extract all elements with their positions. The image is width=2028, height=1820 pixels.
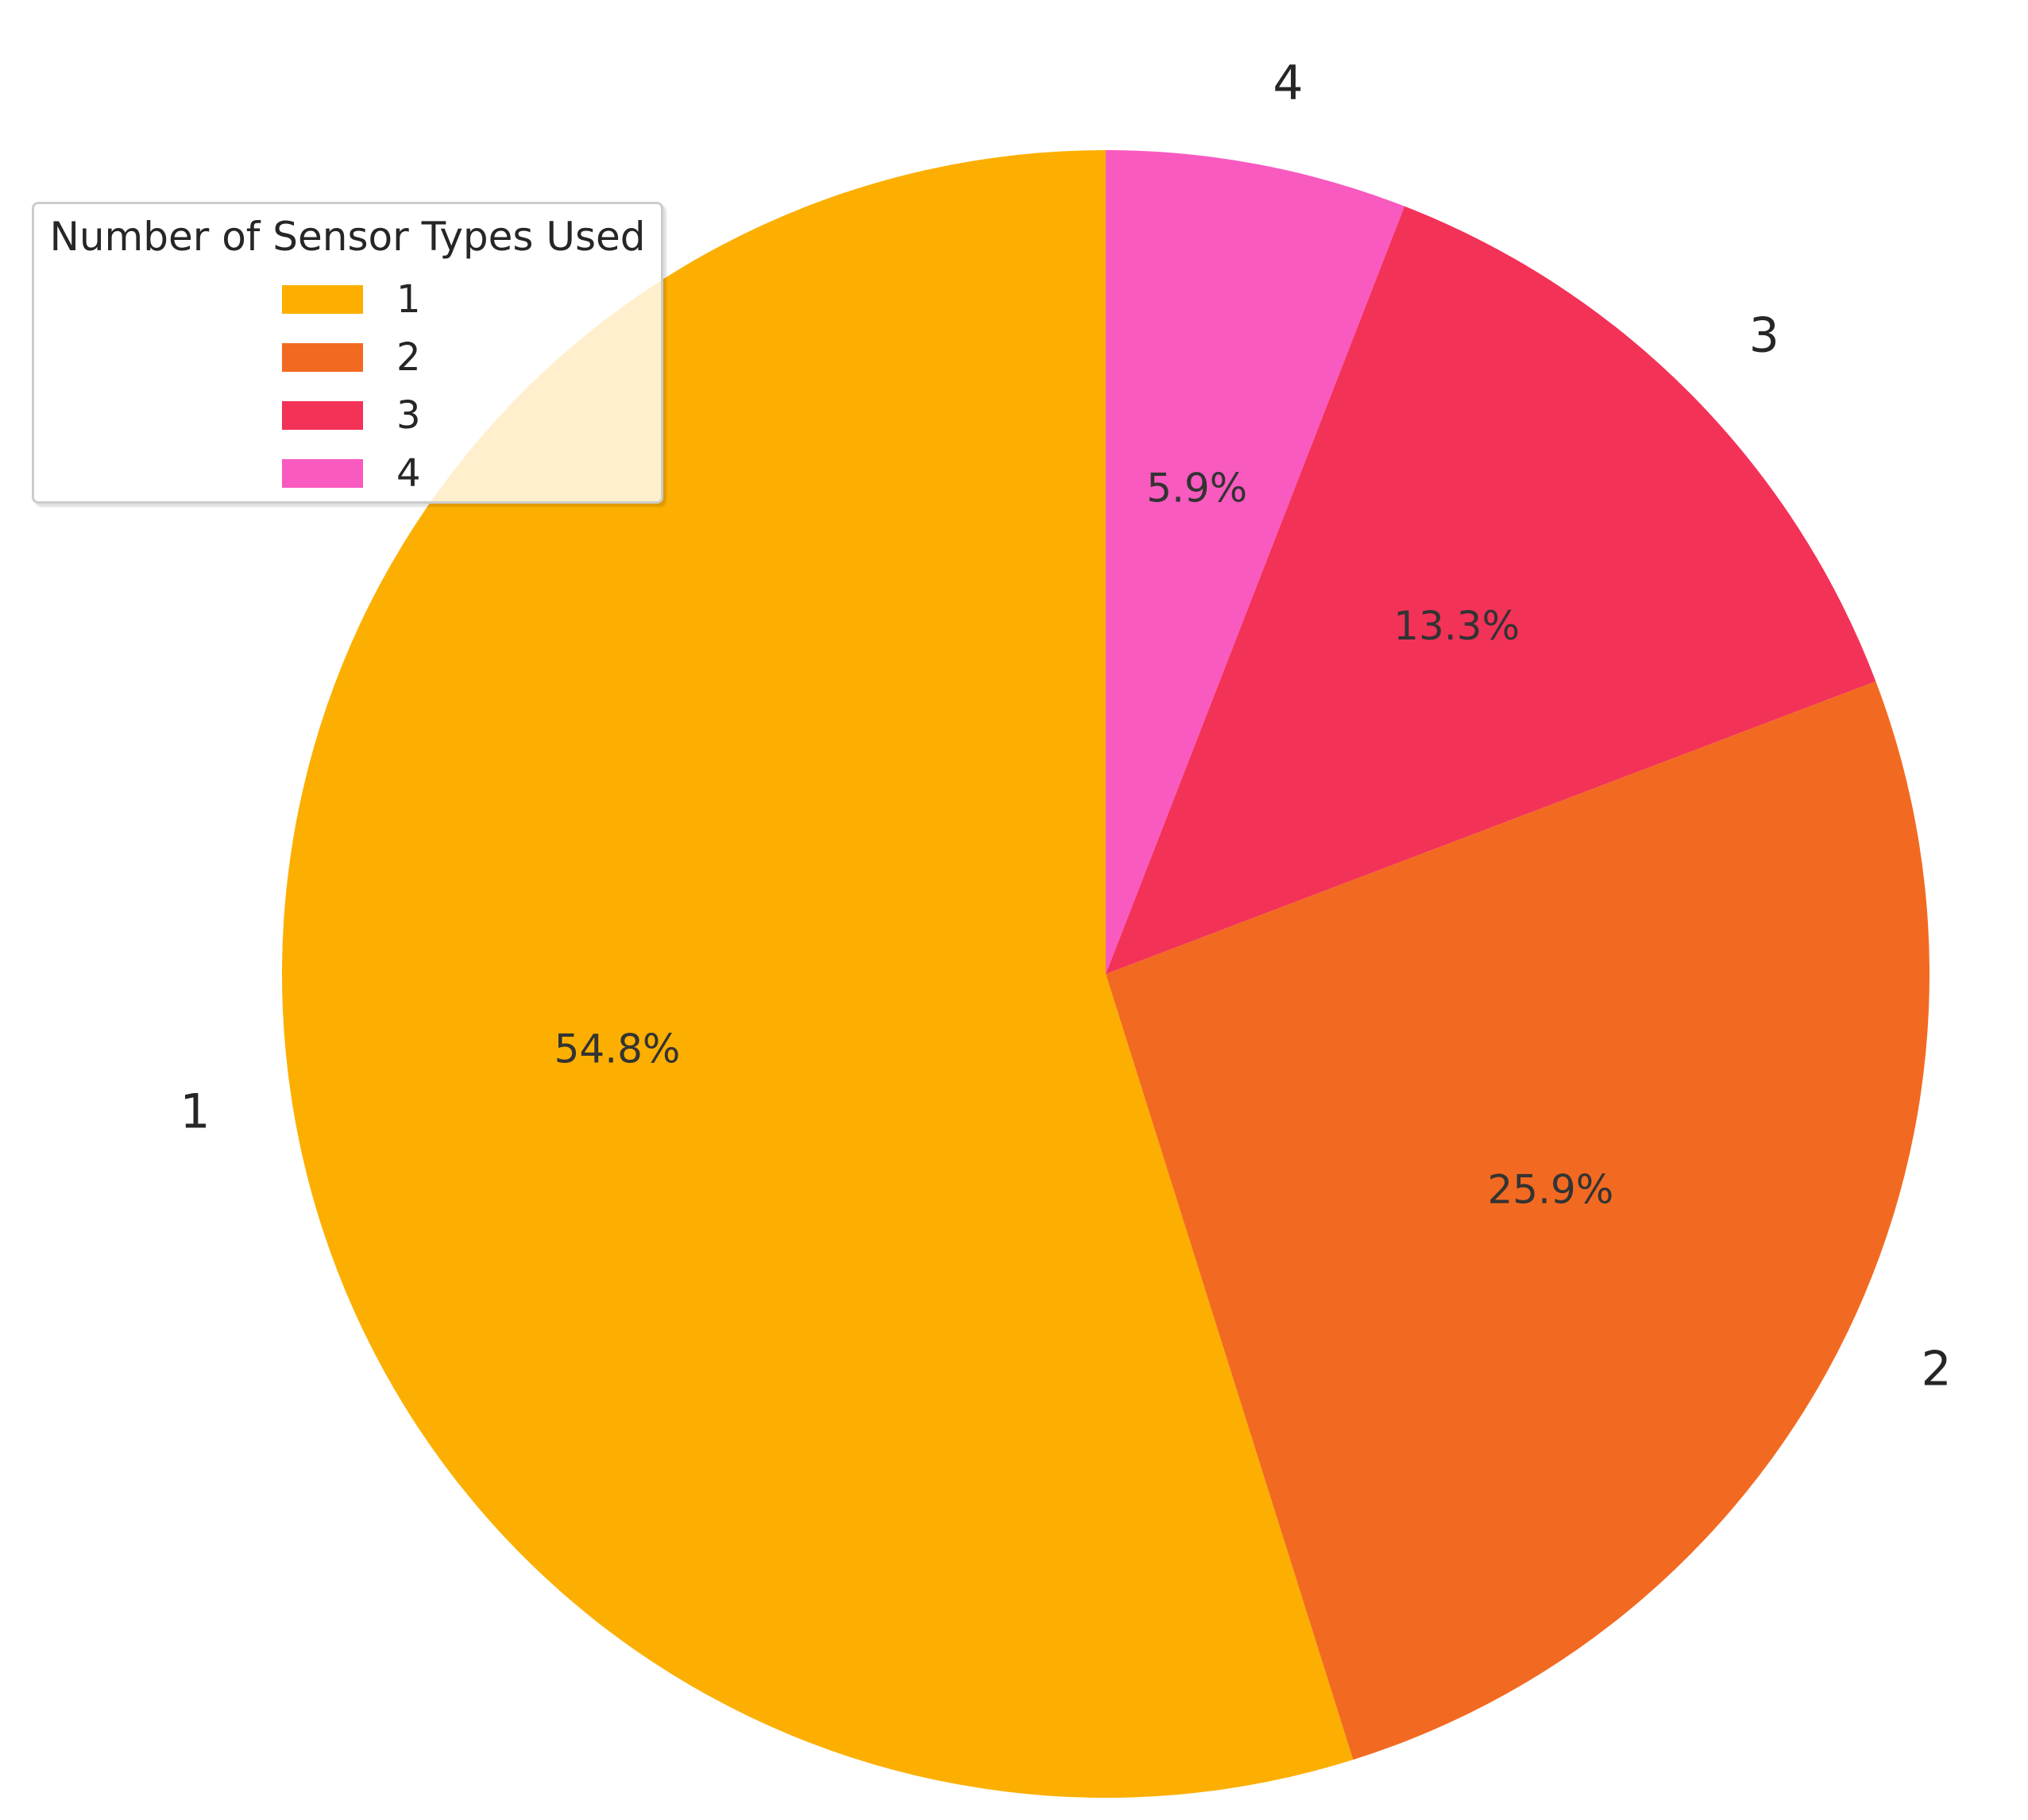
- category-label-3: 3: [1749, 308, 1779, 364]
- category-label-2: 2: [1922, 1341, 1952, 1397]
- legend-swatch: [282, 459, 363, 488]
- legend-swatch: [282, 401, 363, 430]
- legend-item: 2: [282, 334, 421, 381]
- legend-title: Number of Sensor Types Used: [49, 214, 646, 260]
- pie-slices: [281, 150, 1929, 1798]
- legend-swatch: [282, 343, 363, 372]
- legend-swatch: [282, 285, 363, 314]
- legend-label: 3: [396, 393, 421, 438]
- pie-slice-4: [1106, 150, 1405, 974]
- pie-slice-1: [281, 150, 1354, 1798]
- legend-item: 3: [282, 392, 421, 439]
- legend: Number of Sensor Types Used 1 2 3 4: [32, 202, 663, 504]
- pie-slice-3: [1106, 206, 1876, 974]
- category-label-1: 1: [180, 1084, 210, 1139]
- legend-item: 1: [282, 276, 421, 323]
- percent-label-4: 5.9%: [1146, 465, 1247, 511]
- percent-label-2: 25.9%: [1487, 1166, 1613, 1212]
- percent-label-3: 13.3%: [1393, 603, 1520, 649]
- percent-label-1: 54.8%: [554, 1026, 681, 1072]
- category-labels: 1 2 3 4: [180, 56, 1951, 1397]
- percent-labels: 54.8% 25.9% 13.3% 5.9%: [554, 465, 1614, 1212]
- category-label-4: 4: [1273, 56, 1303, 111]
- legend-label: 4: [396, 451, 421, 496]
- legend-item: 4: [282, 450, 421, 497]
- pie-slice-2: [1106, 681, 1929, 1760]
- legend-label: 2: [396, 335, 421, 380]
- legend-label: 1: [396, 277, 421, 322]
